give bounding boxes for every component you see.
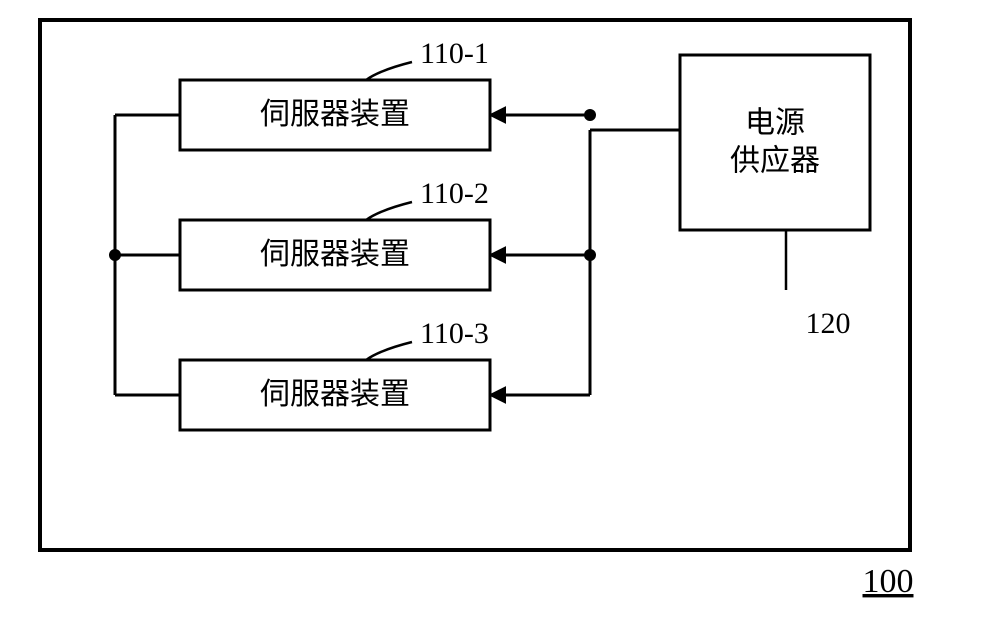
label-psu-l0: 电源 bbox=[745, 106, 805, 139]
ref-psu: 120 bbox=[806, 307, 851, 340]
label-server2: 伺服器装置 bbox=[260, 238, 410, 271]
ref-server2: 110-2 bbox=[420, 177, 489, 210]
label-server3: 伺服器装置 bbox=[260, 378, 410, 411]
leader-server3 bbox=[366, 342, 412, 360]
ref-server1: 110-1 bbox=[420, 37, 489, 70]
junction-dot bbox=[109, 249, 121, 261]
junction-dot bbox=[584, 109, 596, 121]
label-psu-l1: 供应器 bbox=[730, 144, 820, 177]
ref-server3: 110-3 bbox=[420, 317, 489, 350]
box-psu bbox=[680, 55, 870, 230]
leader-server1 bbox=[366, 62, 412, 80]
junction-dot bbox=[584, 249, 596, 261]
leader-server2 bbox=[366, 202, 412, 220]
page-id: 100 bbox=[863, 563, 914, 600]
label-server1: 伺服器装置 bbox=[260, 98, 410, 131]
